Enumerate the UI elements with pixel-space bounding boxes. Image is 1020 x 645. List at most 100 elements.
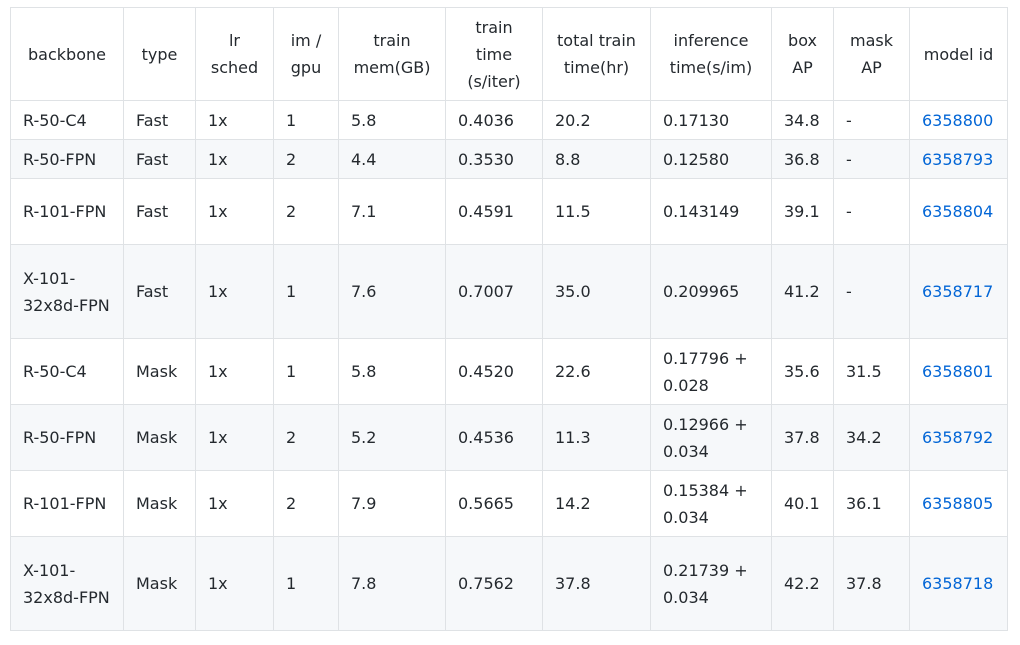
cell-mask-ap: - [833, 244, 910, 339]
table-row: R-50-FPN Fast 1x 2 4.4 0.3530 8.8 0.1258… [10, 139, 1008, 179]
cell-model-id: 6358801 [909, 338, 1008, 405]
cell-type: Fast [123, 100, 196, 140]
header-train-mem: train mem(GB) [338, 7, 446, 101]
cell-train-time: 0.7562 [445, 536, 543, 631]
cell-box-ap: 40.1 [771, 470, 834, 537]
cell-train-mem: 4.4 [338, 139, 446, 179]
header-mask-ap: mask AP [833, 7, 910, 101]
cell-train-mem: 7.9 [338, 470, 446, 537]
cell-type: Mask [123, 338, 196, 405]
cell-model-id: 6358793 [909, 139, 1008, 179]
cell-type: Mask [123, 536, 196, 631]
cell-model-id: 6358718 [909, 536, 1008, 631]
cell-mask-ap: 34.2 [833, 404, 910, 471]
cell-lr-sched: 1x [195, 178, 274, 245]
cell-backbone: R-101-FPN [10, 178, 124, 245]
cell-train-time: 0.4520 [445, 338, 543, 405]
header-type: type [123, 7, 196, 101]
cell-train-mem: 7.6 [338, 244, 446, 339]
cell-train-mem: 7.8 [338, 536, 446, 631]
cell-total-train-time: 22.6 [542, 338, 651, 405]
cell-box-ap: 41.2 [771, 244, 834, 339]
model-id-link[interactable]: 6358717 [922, 282, 994, 301]
cell-box-ap: 34.8 [771, 100, 834, 140]
cell-inference-time: 0.17130 [650, 100, 772, 140]
cell-im-per-gpu: 1 [273, 338, 339, 405]
cell-im-per-gpu: 1 [273, 244, 339, 339]
cell-type: Fast [123, 178, 196, 245]
cell-im-per-gpu: 2 [273, 470, 339, 537]
cell-backbone: R-50-FPN [10, 139, 124, 179]
cell-train-mem: 5.2 [338, 404, 446, 471]
cell-backbone: R-50-C4 [10, 338, 124, 405]
cell-im-per-gpu: 1 [273, 536, 339, 631]
cell-backbone: R-50-FPN [10, 404, 124, 471]
cell-train-time: 0.5665 [445, 470, 543, 537]
cell-lr-sched: 1x [195, 338, 274, 405]
model-id-link[interactable]: 6358793 [922, 149, 994, 169]
table-row: R-50-C4 Mask 1x 1 5.8 0.4520 22.6 0.1779… [10, 338, 1008, 405]
model-id-link[interactable]: 6358800 [922, 110, 994, 130]
table-row: X-101-32x8d-FPN Mask 1x 1 7.8 0.7562 37.… [10, 536, 1008, 631]
header-inference-time: inference time(s/im) [650, 7, 772, 101]
cell-type: Fast [123, 139, 196, 179]
cell-train-time: 0.4591 [445, 178, 543, 245]
cell-train-time: 0.4036 [445, 100, 543, 140]
table-row: R-101-FPN Mask 1x 2 7.9 0.5665 14.2 0.15… [10, 470, 1008, 537]
cell-train-mem: 5.8 [338, 338, 446, 405]
cell-mask-ap: 37.8 [833, 536, 910, 631]
model-id-link[interactable]: 6358792 [922, 428, 994, 447]
cell-train-mem: 7.1 [338, 178, 446, 245]
cell-train-time: 0.4536 [445, 404, 543, 471]
header-im-per-gpu: im / gpu [273, 7, 339, 101]
cell-im-per-gpu: 2 [273, 139, 339, 179]
cell-total-train-time: 14.2 [542, 470, 651, 537]
cell-model-id: 6358717 [909, 244, 1008, 339]
cell-lr-sched: 1x [195, 470, 274, 537]
cell-lr-sched: 1x [195, 139, 274, 179]
cell-type: Mask [123, 404, 196, 471]
cell-mask-ap: 31.5 [833, 338, 910, 405]
cell-lr-sched: 1x [195, 244, 274, 339]
table-row: X-101-32x8d-FPN Fast 1x 1 7.6 0.7007 35.… [10, 244, 1008, 339]
model-id-link[interactable]: 6358718 [922, 574, 994, 593]
cell-inference-time: 0.15384 + 0.034 [650, 470, 772, 537]
header-box-ap: box AP [771, 7, 834, 101]
cell-backbone: X-101-32x8d-FPN [10, 536, 124, 631]
cell-inference-time: 0.12966 + 0.034 [650, 404, 772, 471]
header-lr-sched: lr sched [195, 7, 274, 101]
header-row: backbone type lr sched im / gpu train me… [10, 7, 1008, 101]
model-zoo-table-container: backbone type lr sched im / gpu train me… [10, 7, 1008, 631]
table-row: R-50-FPN Mask 1x 2 5.2 0.4536 11.3 0.129… [10, 404, 1008, 471]
cell-train-time: 0.7007 [445, 244, 543, 339]
cell-model-id: 6358805 [909, 470, 1008, 537]
table-row: R-50-C4 Fast 1x 1 5.8 0.4036 20.2 0.1713… [10, 100, 1008, 140]
cell-model-id: 6358800 [909, 100, 1008, 140]
cell-model-id: 6358792 [909, 404, 1008, 471]
cell-total-train-time: 11.5 [542, 178, 651, 245]
cell-backbone: R-101-FPN [10, 470, 124, 537]
cell-model-id: 6358804 [909, 178, 1008, 245]
model-zoo-table: backbone type lr sched im / gpu train me… [10, 7, 1008, 631]
header-total-train-time: total train time(hr) [542, 7, 651, 101]
cell-im-per-gpu: 2 [273, 404, 339, 471]
cell-box-ap: 39.1 [771, 178, 834, 245]
cell-box-ap: 42.2 [771, 536, 834, 631]
cell-total-train-time: 8.8 [542, 139, 651, 179]
cell-train-mem: 5.8 [338, 100, 446, 140]
cell-box-ap: 35.6 [771, 338, 834, 405]
cell-inference-time: 0.12580 [650, 139, 772, 179]
cell-inference-time: 0.209965 [650, 244, 772, 339]
header-train-time: train time (s/iter) [445, 7, 543, 101]
model-id-link[interactable]: 6358804 [922, 202, 994, 221]
model-id-link[interactable]: 6358805 [922, 494, 994, 513]
cell-backbone: R-50-C4 [10, 100, 124, 140]
header-model-id: model id [909, 7, 1008, 101]
cell-total-train-time: 37.8 [542, 536, 651, 631]
cell-backbone: X-101-32x8d-FPN [10, 244, 124, 339]
cell-total-train-time: 35.0 [542, 244, 651, 339]
cell-box-ap: 36.8 [771, 139, 834, 179]
cell-lr-sched: 1x [195, 404, 274, 471]
model-id-link[interactable]: 6358801 [922, 362, 994, 381]
cell-type: Mask [123, 470, 196, 537]
